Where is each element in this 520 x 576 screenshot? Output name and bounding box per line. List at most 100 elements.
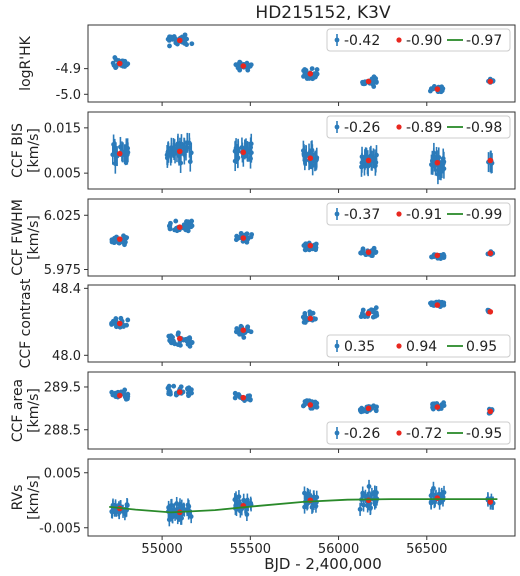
legend-value-mean: -0.91 <box>406 207 442 223</box>
data-point <box>313 71 319 76</box>
legend-value-data: -0.37 <box>344 207 380 223</box>
y-axis-label-line: CCF FWHM <box>10 199 26 276</box>
data-point <box>309 151 315 157</box>
data-point <box>313 243 319 249</box>
season-mean-point <box>240 63 247 69</box>
data-point <box>114 324 119 330</box>
axes-frame <box>87 371 516 450</box>
data-point <box>188 222 194 228</box>
season-mean-point <box>176 148 183 155</box>
data-point <box>440 161 446 166</box>
data-point <box>113 316 119 321</box>
data-point <box>112 235 117 241</box>
data-point <box>360 408 366 414</box>
legend-marker-data-point <box>334 124 340 130</box>
legend-marker-mean <box>396 211 402 217</box>
data-point <box>366 484 372 489</box>
legend-value-data: -0.42 <box>344 33 380 49</box>
data-point <box>189 340 195 345</box>
legend-marker-mean <box>396 430 402 436</box>
axes-frame <box>87 284 516 363</box>
data-point <box>303 247 309 253</box>
data-point <box>175 515 181 520</box>
legend-value-data: -0.26 <box>344 426 380 442</box>
season-mean-point <box>307 70 314 77</box>
x-tick-label: 55500 <box>230 542 271 557</box>
legend-marker-data-point <box>334 211 340 217</box>
data-point <box>360 248 366 254</box>
y-tick-label: 288.5 <box>44 423 81 438</box>
legend-value-data: 0.35 <box>344 339 375 355</box>
legend: -0.26 -0.89 -0.98 <box>326 115 511 139</box>
season-mean-point <box>487 408 494 415</box>
season-mean-point <box>365 405 372 412</box>
x-axis-label: BJD - 2,400,000 <box>264 555 382 573</box>
y-axis-label: CCF area[km/s] <box>10 379 42 442</box>
y-tick-label: 5.975 <box>44 263 81 278</box>
season-mean-point <box>487 250 494 257</box>
data-point <box>359 312 365 318</box>
legend-marker-mean <box>396 37 402 43</box>
axes-frame <box>87 198 516 277</box>
season-mean-point <box>487 78 494 85</box>
data-point <box>123 234 128 240</box>
panels: -4.9 -5.0 logR'HK -0.42 -0.90 -0.97 0.015 0.005… <box>10 24 516 557</box>
data-point <box>438 167 444 173</box>
data-point <box>245 324 251 330</box>
season-mean-point <box>365 249 372 255</box>
data-point <box>374 310 379 316</box>
data-point <box>429 302 434 308</box>
legend-marker-mean <box>396 124 402 130</box>
legend-value-fit: 0.95 <box>466 339 497 355</box>
data-point <box>112 148 118 154</box>
y-tick-label: 0.005 <box>44 466 81 481</box>
data-point <box>124 152 130 158</box>
data-point <box>368 505 373 511</box>
data-point <box>235 234 241 240</box>
data-points <box>110 132 495 185</box>
data-point <box>361 502 366 508</box>
season-mean-point <box>434 404 441 410</box>
data-point <box>431 155 437 161</box>
y-axis-label-line: CCF contrast <box>18 278 34 368</box>
season-mean-point <box>116 60 123 67</box>
data-point <box>310 76 316 81</box>
season-mean-point <box>240 327 247 333</box>
data-point <box>301 74 306 79</box>
data-point <box>112 161 118 167</box>
legend: -0.42 -0.90 -0.97 <box>326 28 511 52</box>
data-point <box>435 171 441 177</box>
data-point <box>169 513 175 519</box>
data-point <box>237 508 243 514</box>
data-point <box>232 395 238 401</box>
data-point <box>248 156 253 162</box>
data-point <box>178 342 183 348</box>
data-point <box>184 338 190 344</box>
data-point <box>173 218 179 224</box>
data-point <box>164 155 170 161</box>
data-point <box>240 154 246 160</box>
season-mean-point <box>487 308 494 315</box>
data-point <box>372 156 378 162</box>
y-axis-label: CCF BIS[km/s] <box>10 123 42 178</box>
data-point <box>122 58 128 64</box>
data-point <box>232 390 238 396</box>
data-point <box>233 503 239 508</box>
data-point <box>440 252 446 258</box>
y-axis-label-line: CCF area <box>10 379 26 442</box>
data-point <box>184 42 189 47</box>
y-axis-label-line: [km/s] <box>26 388 42 433</box>
y-tick-label: 48.0 <box>52 349 81 364</box>
y-axis-label: logR'HK <box>18 35 34 90</box>
season-mean-point <box>365 310 372 317</box>
data-point <box>429 254 434 260</box>
data-point <box>309 66 315 71</box>
y-axis-label-line: CCF BIS <box>10 123 26 178</box>
data-point <box>248 234 254 240</box>
data-point <box>110 392 116 398</box>
data-point <box>359 164 364 170</box>
data-point <box>244 148 250 154</box>
season-mean-point <box>240 149 247 156</box>
